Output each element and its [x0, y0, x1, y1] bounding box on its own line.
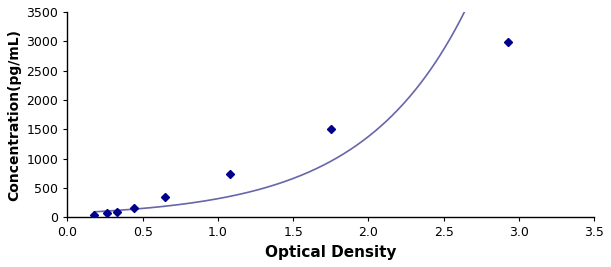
- Y-axis label: Concentration(pg/mL): Concentration(pg/mL): [7, 29, 21, 201]
- X-axis label: Optical Density: Optical Density: [265, 245, 397, 260]
